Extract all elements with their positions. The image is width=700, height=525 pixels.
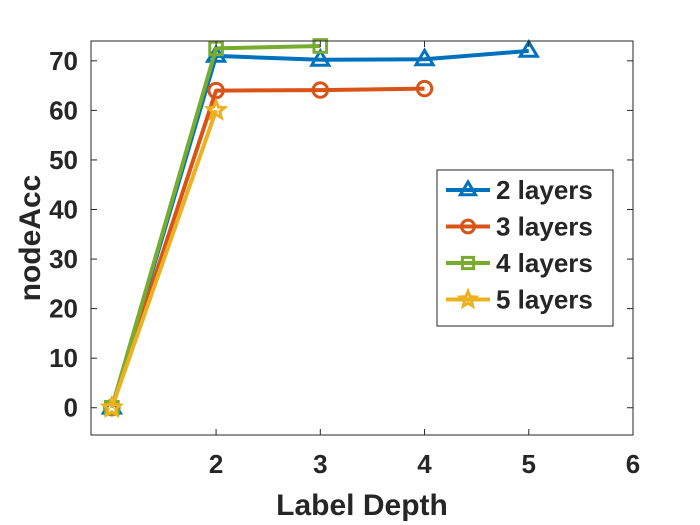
y-tick-label: 20 — [49, 294, 78, 324]
x-tick-label: 5 — [522, 449, 536, 479]
circle-marker — [415, 79, 434, 98]
y-tick-label: 30 — [49, 244, 78, 274]
y-tick-label: 10 — [49, 343, 78, 373]
square-marker — [312, 38, 329, 54]
triangle-marker — [413, 47, 436, 67]
series-line — [109, 109, 218, 409]
y-tick-label: 70 — [49, 46, 78, 76]
x-tick-label: 6 — [626, 449, 640, 479]
triangle-marker — [457, 179, 479, 197]
series-line — [109, 86, 425, 409]
series-layer — [99, 38, 540, 419]
star-marker — [203, 97, 229, 121]
star-marker — [99, 394, 125, 419]
x-tick-label: 4 — [417, 449, 432, 479]
legend-label: 5 layers — [496, 285, 593, 315]
legend-label: 4 layers — [496, 248, 593, 278]
star-marker — [456, 287, 480, 310]
x-tick-label: 3 — [313, 449, 327, 479]
legend-entry: 4 layers — [446, 248, 593, 278]
axes-box — [90, 40, 634, 436]
legend-label: 3 layers — [496, 212, 593, 242]
y-tick-label: 40 — [49, 195, 78, 225]
circle-marker — [311, 81, 330, 99]
square-marker — [460, 255, 476, 271]
legend-label: 2 layers — [496, 175, 593, 205]
y-tick-label: 60 — [49, 95, 78, 125]
y-tick-label: 0 — [64, 393, 78, 423]
x-axis-label: Label Depth — [276, 489, 448, 522]
legend-entry: 3 layers — [446, 212, 593, 242]
triangle-marker — [309, 47, 332, 67]
y-tick-label: 50 — [49, 145, 78, 175]
circle-marker — [460, 218, 476, 235]
series-5-layers — [99, 97, 229, 419]
series-3-layers — [103, 79, 434, 417]
triangle-marker — [517, 38, 540, 58]
legend: 2 layers 3 layers 4 layers 5 layers — [436, 169, 614, 327]
x-tick-label: 2 — [209, 449, 223, 479]
series-line — [109, 44, 321, 409]
y-axis-label: nodeAcc — [14, 175, 47, 302]
legend-entry: 5 layers — [446, 285, 593, 315]
legend-entry: 2 layers — [446, 175, 593, 205]
